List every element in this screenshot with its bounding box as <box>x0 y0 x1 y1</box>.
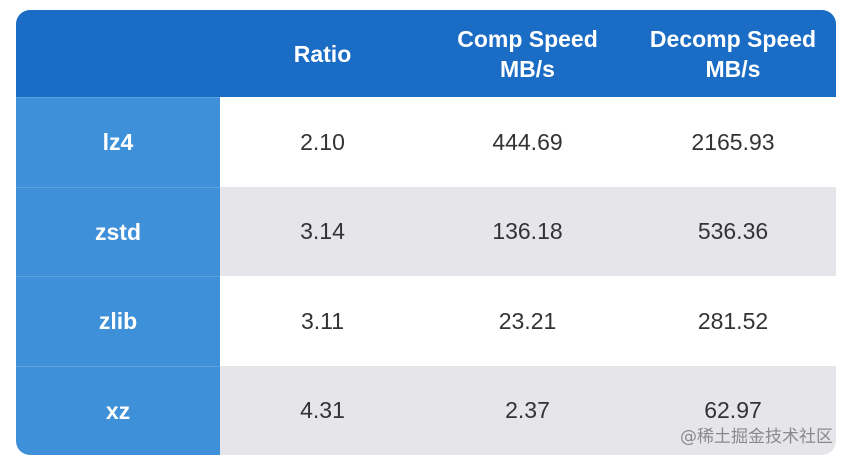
data-cell: 3.11 <box>220 276 425 366</box>
data-cell: 3.14 <box>220 187 425 276</box>
header-line: Comp Speed <box>457 25 598 52</box>
data-cell: 136.18 <box>425 187 630 276</box>
data-cell: 4.31 <box>220 366 425 455</box>
data-cell: 536.36 <box>630 187 836 276</box>
header-corner <box>16 10 220 97</box>
data-cell: 62.97 <box>630 366 836 455</box>
header-cell: Decomp Speed MB/s <box>630 10 836 97</box>
header-line: MB/s <box>705 55 761 82</box>
watermark: @稀土掘金技术社区 <box>680 427 833 447</box>
data-cell: 444.69 <box>425 97 630 187</box>
header-line: Decomp Speed <box>649 25 817 52</box>
data-cell: 281.52 <box>630 276 836 366</box>
header-line: MB/s <box>500 55 555 82</box>
data-cell: 2.10 <box>220 97 425 187</box>
header-line: Ratio <box>293 40 352 67</box>
header-cell: Comp Speed MB/s <box>425 10 630 97</box>
data-cell: 23.21 <box>425 276 630 366</box>
row-label: zstd <box>16 187 220 276</box>
data-cell: 2.37 <box>425 366 630 455</box>
table: Ratio Comp Speed MB/s Decomp Speed MB/s lz4 2.… <box>16 10 836 455</box>
row-label: lz4 <box>16 97 220 187</box>
row-label: zlib <box>16 276 220 366</box>
header-cell: Ratio <box>220 10 425 97</box>
row-label: xz <box>16 366 220 455</box>
data-cell: 2165.93 <box>630 97 836 187</box>
